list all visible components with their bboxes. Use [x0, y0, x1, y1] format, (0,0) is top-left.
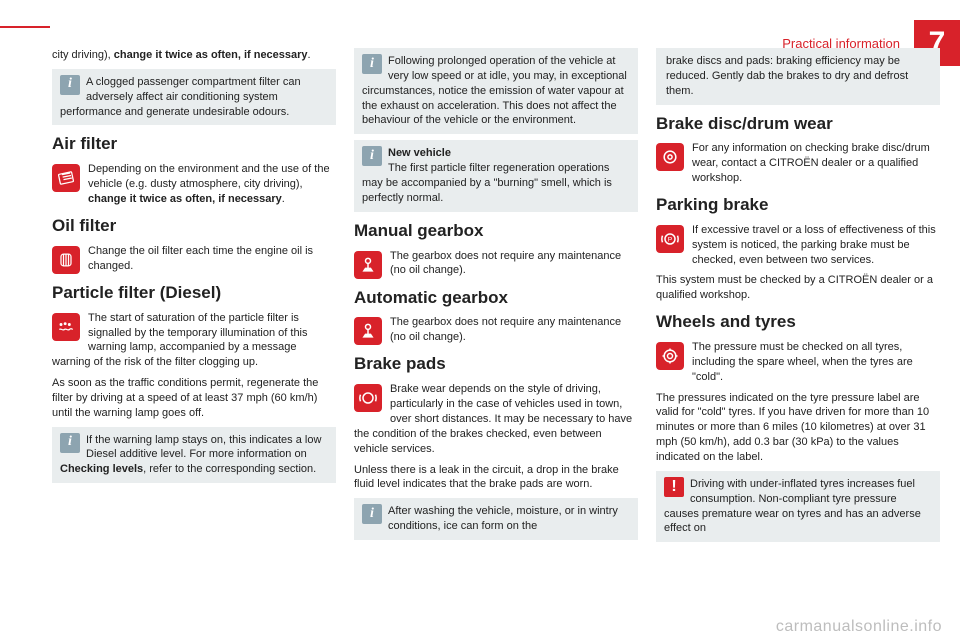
- info-title: New vehicle: [388, 147, 451, 159]
- heading-automatic-gearbox: Automatic gearbox: [354, 287, 638, 310]
- continuation-text: city driving), change it twice as often,…: [52, 48, 336, 63]
- watermark: carmanualsonline.info: [776, 618, 942, 636]
- particle-filter-icon: [52, 313, 80, 341]
- svg-text:P: P: [668, 236, 673, 243]
- info-icon: i: [60, 75, 80, 95]
- info-text: After washing the vehicle, moisture, or …: [388, 505, 618, 532]
- manual-page: Practical information 7 city driving), c…: [0, 0, 960, 640]
- heading-parking-brake: Parking brake: [656, 194, 940, 217]
- brake-pads-icon: [354, 384, 382, 412]
- particle-block: The start of saturation of the particle …: [52, 311, 336, 370]
- warning-box-tyres: ! Driving with under-inflated tyres incr…: [656, 471, 940, 542]
- brake-pads-block: Brake wear depends on the style of drivi…: [354, 382, 638, 456]
- brake-pads-text-1: Brake wear depends on the style of drivi…: [354, 383, 632, 454]
- manual-gearbox-text: The gearbox does not require any mainten…: [390, 250, 621, 277]
- brake-pads-text-2: Unless there is a leak in the circuit, a…: [354, 463, 638, 493]
- air-filter-block: Depending on the environment and the use…: [52, 162, 336, 207]
- particle-text-1: The start of saturation of the particle …: [52, 312, 308, 369]
- brake-disc-icon: [656, 143, 684, 171]
- brake-disc-text: For any information on checking brake di…: [692, 142, 930, 184]
- info-text: The first particle filter regeneration o…: [362, 162, 612, 204]
- particle-text-2: As soon as the traffic conditions permit…: [52, 376, 336, 421]
- heading-oil-filter: Oil filter: [52, 215, 336, 238]
- parking-brake-text-1: If excessive travel or a loss of effecti…: [692, 224, 936, 266]
- warning-icon: !: [664, 477, 684, 497]
- brake-disc-block: For any information on checking brake di…: [656, 141, 940, 186]
- info-icon: i: [362, 146, 382, 166]
- info-text: If the warning lamp stays on, this indic…: [60, 434, 321, 476]
- wheels-text-2: The pressures indicated on the tyre pres…: [656, 391, 940, 465]
- info-box-prolonged-idle: i Following prolonged operation of the v…: [354, 48, 638, 134]
- column-2: i Following prolonged operation of the v…: [354, 48, 638, 612]
- warning-text: Driving with under-inflated tyres increa…: [664, 478, 921, 535]
- oil-filter-icon: [52, 246, 80, 274]
- column-3: brake discs and pads: braking efficiency…: [656, 48, 940, 612]
- info-box-compartment-filter: i A clogged passenger compartment filter…: [52, 69, 336, 126]
- oil-filter-block: Change the oil filter each time the engi…: [52, 244, 336, 274]
- info-box-after-washing: i After washing the vehicle, moisture, o…: [354, 498, 638, 540]
- manual-gearbox-block: The gearbox does not require any mainten…: [354, 249, 638, 279]
- accent-bar: [0, 26, 50, 28]
- heading-wheels-tyres: Wheels and tyres: [656, 311, 940, 334]
- automatic-gearbox-block: The gearbox does not require any mainten…: [354, 315, 638, 345]
- oil-filter-text: Change the oil filter each time the engi…: [88, 245, 313, 272]
- wheels-block: The pressure must be checked on all tyre…: [656, 340, 940, 385]
- info-icon: i: [362, 504, 382, 524]
- gearbox-icon: [354, 251, 382, 279]
- content-columns: city driving), change it twice as often,…: [52, 48, 940, 612]
- info-text: A clogged passenger compartment filter c…: [60, 76, 301, 118]
- gearbox-icon: [354, 317, 382, 345]
- tyre-icon: [656, 342, 684, 370]
- info-icon: i: [60, 433, 80, 453]
- info-box-new-vehicle: i New vehicle The first particle filter …: [354, 140, 638, 211]
- column-1: city driving), change it twice as often,…: [52, 48, 336, 612]
- info-text: brake discs and pads: braking efficiency…: [666, 55, 908, 97]
- heading-brake-pads: Brake pads: [354, 353, 638, 376]
- heading-brake-disc-wear: Brake disc/drum wear: [656, 113, 940, 136]
- parking-brake-block: P If excessive travel or a loss of effec…: [656, 223, 940, 268]
- info-box-brake-discs-cont: brake discs and pads: braking efficiency…: [656, 48, 940, 105]
- info-box-warning-lamp: i If the warning lamp stays on, this ind…: [52, 427, 336, 484]
- info-icon: i: [362, 54, 382, 74]
- heading-air-filter: Air filter: [52, 133, 336, 156]
- info-text: Following prolonged operation of the veh…: [362, 55, 627, 126]
- wheels-text-1: The pressure must be checked on all tyre…: [692, 341, 913, 383]
- air-filter-text: Depending on the environment and the use…: [88, 163, 330, 205]
- air-filter-icon: [52, 164, 80, 192]
- parking-brake-text-2: This system must be checked by a CITROËN…: [656, 273, 940, 303]
- heading-manual-gearbox: Manual gearbox: [354, 220, 638, 243]
- heading-particle-filter: Particle filter (Diesel): [52, 282, 336, 305]
- automatic-gearbox-text: The gearbox does not require any mainten…: [390, 316, 621, 343]
- parking-brake-icon: P: [656, 225, 684, 253]
